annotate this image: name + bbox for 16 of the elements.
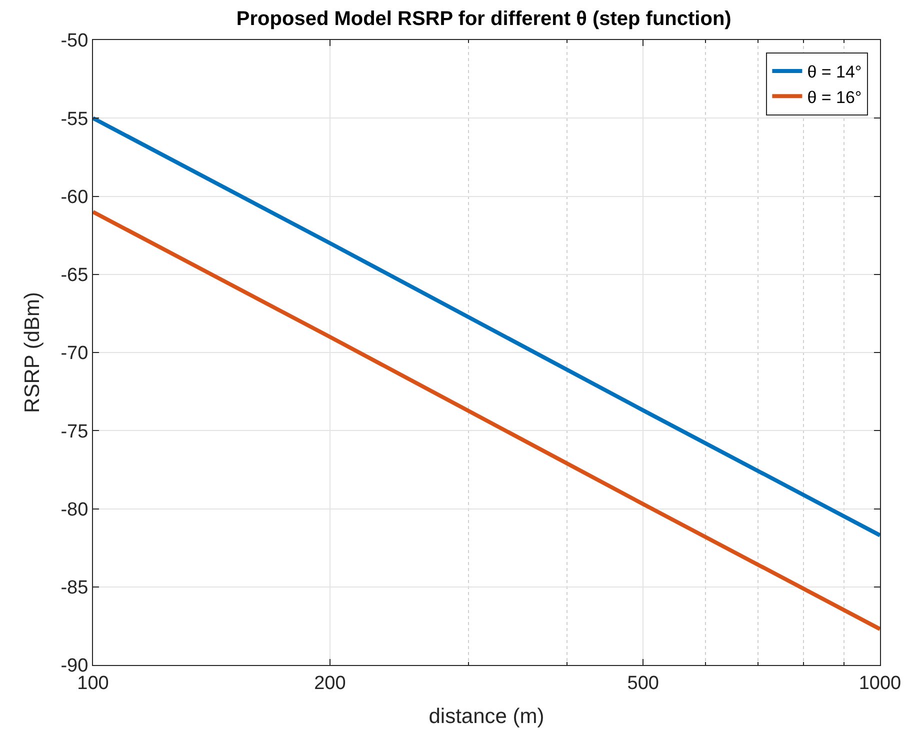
y-tick-label: -50 xyxy=(60,30,88,52)
y-tick-label: -85 xyxy=(60,578,88,599)
y-tick-label: -70 xyxy=(60,343,88,364)
y-tick-label: -60 xyxy=(60,186,88,208)
y-tick-label: -65 xyxy=(60,265,88,286)
chart-title: Proposed Model RSRP for different θ (step function) xyxy=(236,8,732,30)
y-tick-label: -80 xyxy=(60,499,88,520)
y-axis-title: RSRP (dBm) xyxy=(20,292,44,413)
y-tick-label: -75 xyxy=(60,421,88,442)
x-axis-title: distance (m) xyxy=(428,705,544,728)
legend-label: θ = 14° xyxy=(807,62,862,82)
x-tick-label: 200 xyxy=(314,672,346,694)
legend-label: θ = 16° xyxy=(807,88,862,107)
y-tick-label: -55 xyxy=(60,108,88,130)
x-tick-label: 1000 xyxy=(858,672,902,694)
x-tick-label: 500 xyxy=(627,672,659,694)
